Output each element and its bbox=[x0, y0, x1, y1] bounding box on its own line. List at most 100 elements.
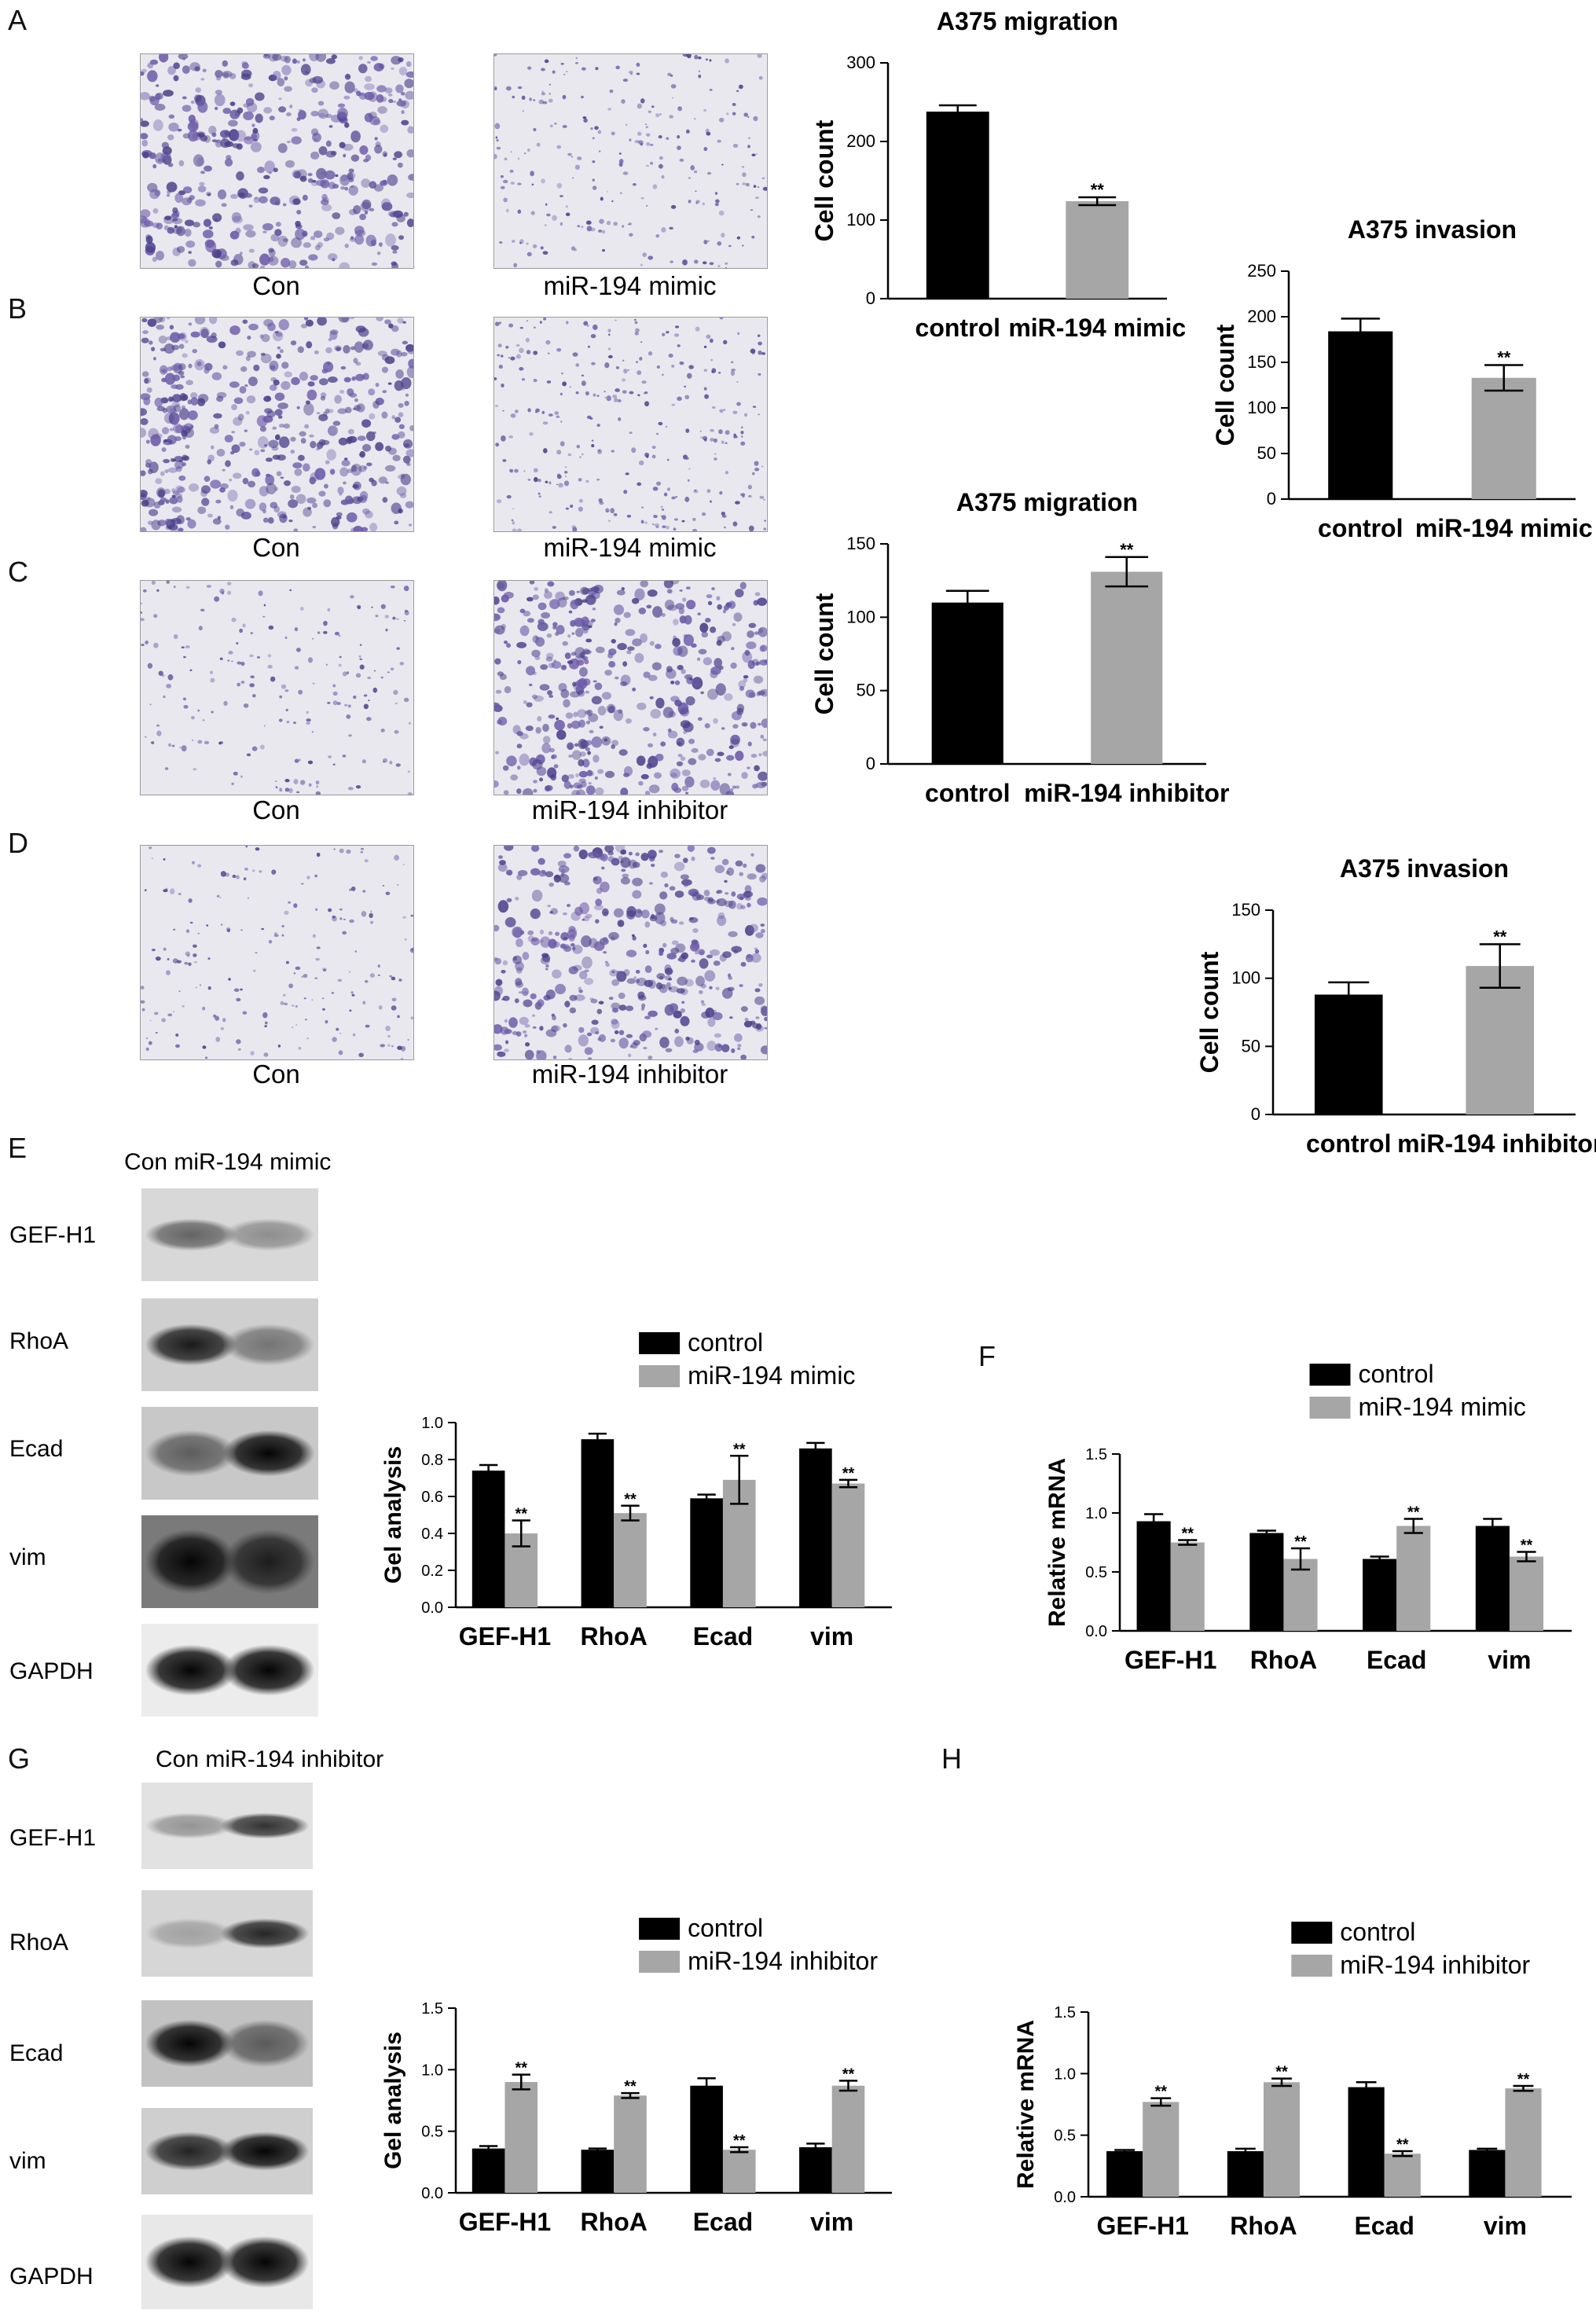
bar bbox=[471, 1471, 505, 1607]
significance-mark: ** bbox=[1181, 1526, 1194, 1543]
panel-letter-a: A bbox=[8, 4, 28, 36]
y-axis-label: Cell count bbox=[1211, 324, 1239, 446]
significance-mark: ** bbox=[733, 1441, 746, 1458]
panel-letter-d: D bbox=[8, 827, 28, 859]
panel-letter-b: B bbox=[8, 292, 28, 325]
significance-mark: ** bbox=[624, 2078, 637, 2095]
bar bbox=[1348, 2087, 1385, 2197]
bar bbox=[581, 2150, 615, 2193]
x-tick-label: Ecad bbox=[1367, 1646, 1426, 1674]
micrograph-b-mimic bbox=[493, 317, 768, 532]
y-axis-label: Gel analysis bbox=[380, 2032, 406, 2169]
bar bbox=[1384, 2154, 1421, 2197]
blot-g-band-gefh1 bbox=[141, 1783, 313, 1869]
blot-e-band-gapdh bbox=[141, 1624, 318, 1717]
blot-e-label-gapdh: GAPDH bbox=[9, 1658, 94, 1684]
significance-mark: ** bbox=[1154, 2084, 1167, 2101]
caption-d-inhibitor: miR-194 inhibitor bbox=[531, 1059, 728, 1089]
x-tick-label: GEF-H1 bbox=[1097, 2212, 1189, 2240]
bar bbox=[1469, 2150, 1506, 2197]
significance-mark: ** bbox=[624, 1491, 637, 1508]
bar bbox=[1509, 1556, 1544, 1631]
blot-e-label-rhoa: RhoA bbox=[9, 1328, 69, 1354]
x-tick-label: RhoA bbox=[1250, 1646, 1317, 1674]
legend-label: control bbox=[688, 1914, 763, 1942]
micrograph-b-con bbox=[140, 317, 414, 532]
legend-swatch bbox=[1309, 1364, 1351, 1386]
chart-b-invasion: A375 invasion 0 50 100 150 200 250 Cell count co… bbox=[1179, 208, 1595, 562]
significance-mark: ** bbox=[515, 1506, 527, 1523]
blot-g-label-ecad: Ecad bbox=[9, 2040, 64, 2066]
y-tick-label: 0 bbox=[1251, 1104, 1260, 1124]
caption-c-con: Con bbox=[252, 795, 300, 824]
bar bbox=[1475, 1526, 1510, 1631]
legend-swatch bbox=[639, 1332, 681, 1354]
significance-mark: ** bbox=[1396, 2136, 1409, 2154]
blot-e-label-vim: vim bbox=[9, 1544, 46, 1570]
significance-mark: ** bbox=[1497, 347, 1511, 367]
bar bbox=[1106, 2151, 1143, 2197]
y-tick-label: 0.0 bbox=[421, 2185, 443, 2202]
y-tick-label: 100 bbox=[846, 210, 875, 229]
x-tick-label: control bbox=[1306, 1129, 1391, 1158]
chart-svg: 0.0 0.5 1.0 1.5 Relative mRNA ** GEF-H1 ** RhoA *… bbox=[1013, 1918, 1572, 2240]
y-tick-label: 200 bbox=[1247, 307, 1276, 326]
legend-label: miR-194 inhibitor bbox=[688, 1947, 878, 1975]
bar bbox=[1363, 1559, 1397, 1631]
caption-c-inhibitor: miR-194 inhibitor bbox=[531, 795, 728, 824]
y-tick-label: 0.8 bbox=[421, 1452, 443, 1469]
bar bbox=[1263, 2082, 1301, 2197]
y-tick-label: 0.6 bbox=[421, 1489, 443, 1506]
legend-swatch bbox=[639, 1951, 681, 1973]
bar bbox=[471, 2148, 505, 2193]
bar bbox=[614, 2095, 647, 2193]
blot-g-band-gapdh bbox=[141, 2215, 313, 2309]
x-tick-label: RhoA bbox=[1230, 2212, 1297, 2240]
micrograph-a-con bbox=[140, 53, 414, 269]
bar bbox=[1143, 2102, 1180, 2197]
caption-d-con: Con bbox=[252, 1059, 300, 1089]
bar bbox=[1505, 2088, 1542, 2197]
x-tick-label: Ecad bbox=[693, 2208, 753, 2236]
x-tick-label: miR-194 inhibitor bbox=[1397, 1129, 1596, 1158]
bar bbox=[831, 1483, 865, 1607]
significance-mark: ** bbox=[842, 2065, 855, 2083]
chart-c-migration: A375 migration 0 50 100 150 Cell count control… bbox=[778, 481, 1229, 827]
micrograph-a-mimic bbox=[493, 53, 768, 269]
legend-label: control bbox=[1359, 1360, 1434, 1388]
chart-f-mrna: 0.0 0.5 1.0 1.5 Relative mRNA ** GEF-H1 ** RhoA *… bbox=[1010, 1332, 1591, 1694]
y-axis-label: Cell count bbox=[810, 119, 838, 241]
chart-g-gel: 0.0 0.5 1.0 1.5 Gel analysis ** GEF-H1 ** RhoA **… bbox=[346, 1886, 912, 2256]
blot-e-band-gefh1 bbox=[141, 1188, 318, 1281]
chart-svg: A375 migration 0 100 200 300 Cell count contro… bbox=[810, 7, 1186, 342]
chart-title: A375 migration bbox=[937, 7, 1118, 35]
panel-letter-h: H bbox=[941, 1742, 962, 1775]
y-tick-label: 100 bbox=[1231, 968, 1260, 988]
significance-mark: ** bbox=[733, 2132, 746, 2150]
panel-letter-f: F bbox=[978, 1340, 996, 1372]
y-tick-label: 150 bbox=[1247, 352, 1276, 372]
x-tick-label: GEF-H1 bbox=[459, 2208, 551, 2236]
y-tick-label: 0.5 bbox=[421, 2124, 443, 2141]
significance-mark: ** bbox=[515, 2060, 527, 2077]
x-tick-label: control bbox=[1318, 514, 1403, 542]
legend-swatch bbox=[1291, 1955, 1333, 1977]
y-tick-label: 1.5 bbox=[421, 2000, 443, 2018]
y-tick-label: 0.4 bbox=[421, 1526, 443, 1543]
bar bbox=[1066, 201, 1129, 299]
bar bbox=[722, 2150, 756, 2193]
bar bbox=[690, 2085, 723, 2193]
y-tick-label: 0 bbox=[866, 288, 875, 308]
x-tick-label: miR-194 inhibitor bbox=[1024, 779, 1229, 807]
blot-e-band-vim bbox=[141, 1515, 318, 1608]
chart-h-mrna: 0.0 0.5 1.0 1.5 Relative mRNA ** GEF-H1 ** RhoA *… bbox=[978, 1890, 1591, 2260]
bar bbox=[1471, 377, 1536, 499]
x-tick-label: Ecad bbox=[693, 1622, 753, 1651]
y-tick-label: 50 bbox=[1257, 443, 1276, 463]
blot-g-label-gapdh: GAPDH bbox=[9, 2264, 94, 2289]
significance-mark: ** bbox=[1517, 2071, 1530, 2088]
y-tick-label: 300 bbox=[846, 53, 875, 72]
chart-svg: 0.0 0.5 1.0 1.5 Relative mRNA ** GEF-H1 ** RhoA *… bbox=[1044, 1360, 1572, 1674]
blot-g-band-vim bbox=[141, 2108, 313, 2194]
blot-g-label-rhoa: RhoA bbox=[9, 1930, 69, 1955]
